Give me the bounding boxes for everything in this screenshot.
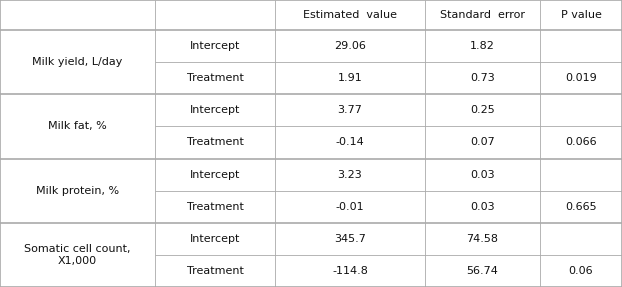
Text: 0.25: 0.25	[470, 105, 495, 115]
Text: Intercept: Intercept	[190, 170, 240, 180]
Text: Somatic cell count,
X1,000: Somatic cell count, X1,000	[24, 244, 131, 266]
Text: Standard  error: Standard error	[440, 10, 525, 20]
Text: 1.82: 1.82	[470, 41, 495, 51]
Text: -0.01: -0.01	[336, 202, 364, 212]
Text: 345.7: 345.7	[334, 234, 366, 244]
Text: 0.07: 0.07	[470, 137, 495, 148]
Text: Treatment: Treatment	[187, 266, 243, 276]
Text: 29.06: 29.06	[334, 41, 366, 51]
Text: Milk protein, %: Milk protein, %	[36, 186, 119, 196]
Text: Treatment: Treatment	[187, 73, 243, 83]
Text: Estimated  value: Estimated value	[303, 10, 397, 20]
Text: -114.8: -114.8	[332, 266, 368, 276]
Text: 0.06: 0.06	[569, 266, 593, 276]
Text: 0.019: 0.019	[565, 73, 597, 83]
Text: 3.23: 3.23	[338, 170, 363, 180]
Text: Intercept: Intercept	[190, 105, 240, 115]
Text: 74.58: 74.58	[466, 234, 498, 244]
Text: -0.14: -0.14	[336, 137, 364, 148]
Text: Milk fat, %: Milk fat, %	[48, 121, 107, 131]
Text: Intercept: Intercept	[190, 234, 240, 244]
Text: 0.03: 0.03	[470, 202, 495, 212]
Text: 0.066: 0.066	[565, 137, 597, 148]
Text: 0.73: 0.73	[470, 73, 495, 83]
Text: 0.03: 0.03	[470, 170, 495, 180]
Text: 56.74: 56.74	[466, 266, 498, 276]
Text: 0.665: 0.665	[565, 202, 597, 212]
Text: Treatment: Treatment	[187, 137, 243, 148]
Text: Intercept: Intercept	[190, 41, 240, 51]
Text: Milk yield, L/day: Milk yield, L/day	[32, 57, 123, 67]
Text: P value: P value	[560, 10, 601, 20]
Text: 3.77: 3.77	[338, 105, 363, 115]
Text: Treatment: Treatment	[187, 202, 243, 212]
Text: 1.91: 1.91	[338, 73, 363, 83]
